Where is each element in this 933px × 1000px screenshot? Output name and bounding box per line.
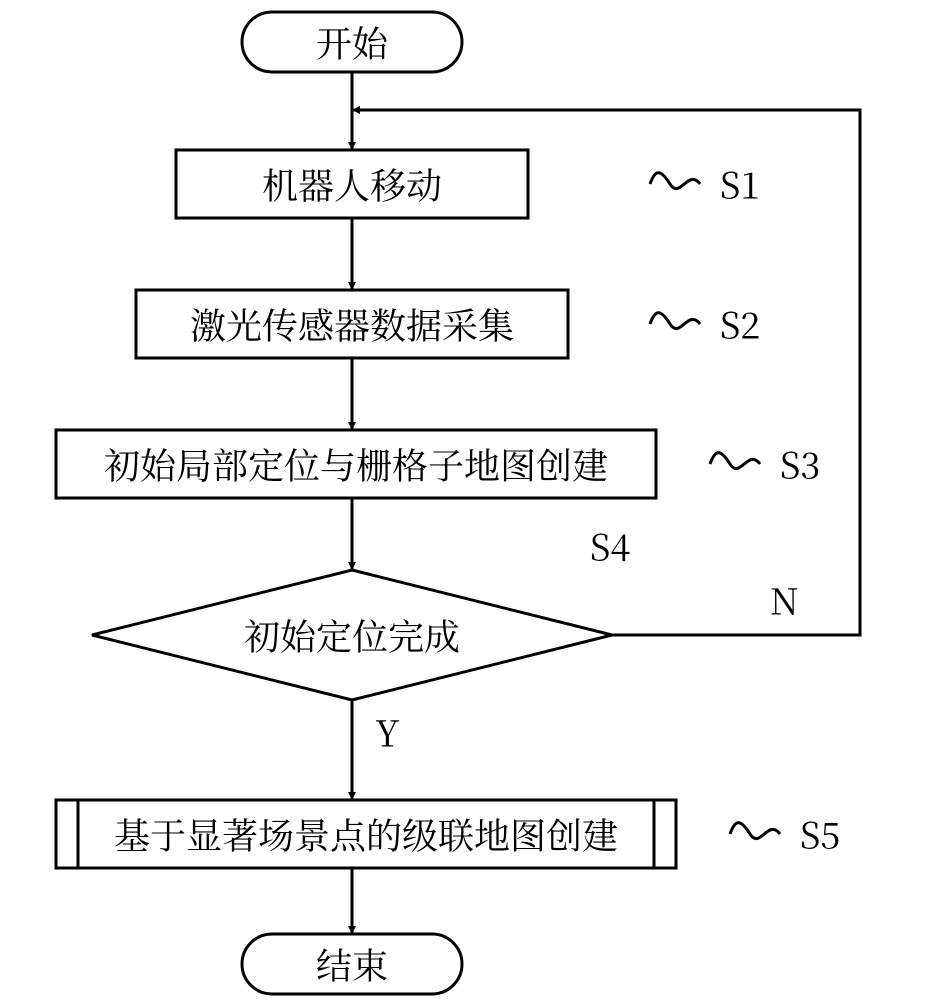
leader-squiggle (650, 173, 700, 189)
flowchart-canvas: 开始结束 机器人移动 S1 激光传感器数据采集 S2 初始局部定位与栅格子地图创建 S3 初始… (0, 0, 933, 1000)
step-label-s2: S2 (720, 299, 760, 350)
branch-no-label: N (770, 575, 799, 626)
start-label: 开始 (316, 17, 389, 68)
decision-s4-label: 初始定位完成 (244, 610, 460, 661)
leader-squiggle (650, 313, 700, 329)
step-label-s5: S5 (800, 809, 840, 860)
subprocess-s5-label: 基于显著场景点的级联地图创建 (114, 809, 618, 860)
step-label-s4: S4 (590, 521, 630, 572)
process-s1-label: 机器人移动 (262, 159, 442, 210)
end-label: 结束 (316, 939, 388, 990)
step-label-s1: S1 (720, 159, 760, 210)
process-s3-label: 初始局部定位与栅格子地图创建 (104, 439, 608, 490)
branch-yes-label: Y (375, 707, 400, 758)
leader-squiggle (730, 823, 780, 839)
step-label-s3: S3 (780, 439, 820, 490)
leader-squiggle (710, 453, 760, 469)
process-s2-label: 激光传感器数据采集 (190, 299, 514, 350)
